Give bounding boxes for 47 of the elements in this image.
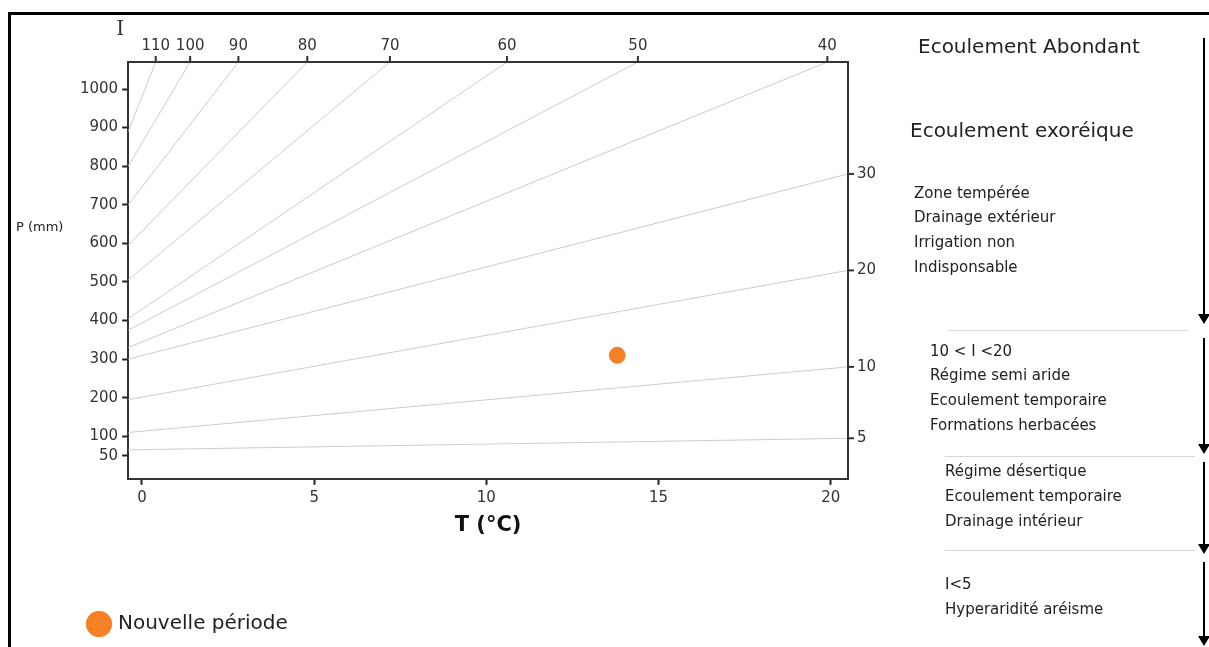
- annotation: 70: [380, 36, 400, 55]
- annotation: 5: [857, 428, 867, 447]
- text: I<5: [945, 575, 972, 593]
- x-tick-label: 5: [309, 487, 319, 506]
- text: Formations herbacées: [930, 416, 1097, 434]
- annotation: 60: [497, 36, 517, 55]
- text: Ecoulement temporaire: [945, 487, 1122, 505]
- annotation: 50: [628, 36, 648, 55]
- text: Ecoulement exoréique: [910, 118, 1134, 142]
- legend-label: Nouvelle période: [118, 610, 288, 635]
- x-axis-title: T (°C): [454, 511, 522, 536]
- text: Ecoulement Abondant: [918, 34, 1140, 58]
- annotation: 110: [141, 36, 171, 55]
- text: Régime semi aride: [930, 366, 1071, 384]
- annotation: 100: [175, 36, 205, 55]
- y-tick-label: 100: [89, 426, 119, 445]
- annotation: 80: [297, 36, 317, 55]
- x-tick-label: 20: [821, 487, 841, 506]
- text: Hyperaridité aréisme: [945, 600, 1104, 618]
- text: Drainage intérieur: [945, 512, 1083, 530]
- y-tick-label: 500: [89, 271, 119, 290]
- y-tick-label: 400: [89, 310, 119, 329]
- text: Indisponsable: [914, 258, 1018, 276]
- y-tick-label: 800: [89, 156, 119, 175]
- text: Ecoulement temporaire: [930, 391, 1107, 409]
- y-tick-label: 1000: [79, 78, 119, 97]
- y-tick-label: 700: [89, 194, 119, 213]
- y-tick-label: 300: [89, 349, 119, 368]
- annotation: 40: [817, 36, 837, 55]
- y-tick-label: 200: [89, 387, 119, 406]
- y-tick-label: 900: [89, 117, 119, 136]
- annotation: 20: [857, 260, 877, 279]
- text: Régime désertique: [945, 462, 1087, 480]
- annotation: 30: [857, 163, 877, 182]
- annotation: 90: [228, 36, 248, 55]
- x-tick-label: 0: [137, 487, 147, 506]
- x-tick-label: 15: [649, 487, 669, 506]
- y-axis-title: P (mm): [16, 219, 64, 235]
- text: 10 < I <20: [930, 342, 1013, 360]
- x-tick-label: 10: [476, 487, 496, 506]
- x2-axis-title: I: [116, 16, 125, 41]
- annotation: 10: [857, 356, 877, 375]
- text: Drainage extérieur: [914, 208, 1056, 226]
- y-tick-label: 600: [89, 233, 119, 252]
- text: Zone tempérée: [914, 184, 1030, 202]
- text: Irrigation non: [914, 233, 1016, 251]
- y-tick-label: 50: [99, 445, 119, 464]
